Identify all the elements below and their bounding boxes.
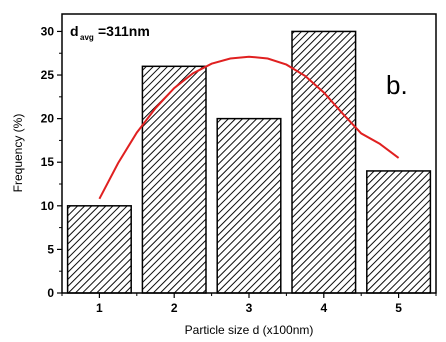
y-tick-label-20: 20 — [41, 112, 55, 126]
x-tick-label-3: 3 — [246, 301, 253, 315]
bar-4 — [291, 30, 357, 294]
bar-1 — [66, 205, 132, 294]
annotation-subscript: avg — [80, 33, 94, 42]
y-axis-title: Frequency (%) — [11, 114, 25, 193]
panel-label: b. — [386, 70, 408, 100]
annotation-prefix: d — [70, 23, 79, 39]
y-tick-label-5: 5 — [47, 242, 54, 256]
x-axis-title: Particle size d (x100nm) — [185, 323, 314, 337]
y-tick-label-15: 15 — [41, 155, 55, 169]
x-tick-label-1: 1 — [96, 301, 103, 315]
bar-2 — [141, 65, 207, 294]
bar-3 — [216, 117, 282, 294]
y-tick-label-0: 0 — [47, 286, 54, 300]
annotation-value: =311nm — [98, 23, 150, 39]
x-tick-label-4: 4 — [320, 301, 327, 315]
x-tick-label-2: 2 — [171, 301, 178, 315]
y-tick-label-25: 25 — [41, 68, 55, 82]
y-ticks-group: 0 5 10 15 20 25 30 — [41, 24, 62, 300]
bar-5 — [366, 170, 432, 294]
x-tick-label-5: 5 — [395, 301, 402, 315]
average-size-annotation: d avg =311nm — [70, 23, 150, 42]
bars-group — [66, 30, 432, 294]
fit-curve — [98, 55, 400, 200]
y-tick-label-10: 10 — [41, 199, 55, 213]
y-tick-label-30: 30 — [41, 24, 55, 38]
x-ticks-group: 1 2 3 4 5 — [61, 293, 437, 315]
